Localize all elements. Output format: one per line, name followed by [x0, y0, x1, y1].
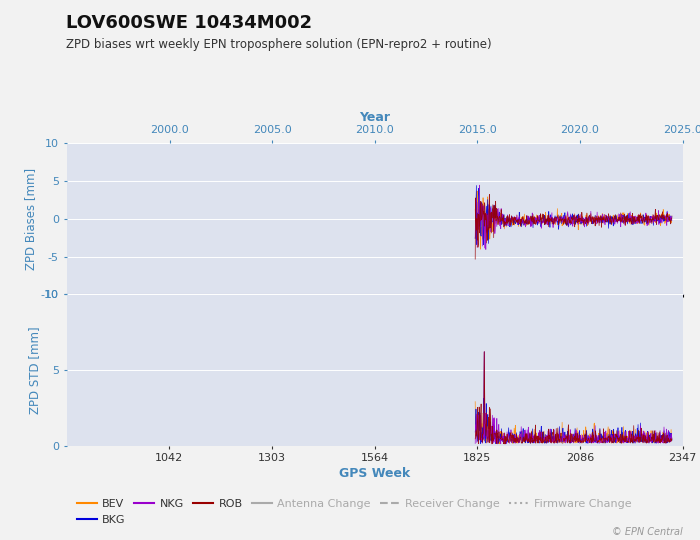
X-axis label: Year: Year — [359, 111, 390, 124]
X-axis label: GPS Week: GPS Week — [339, 467, 410, 480]
Text: ZPD biases wrt weekly EPN troposphere solution (EPN-repro2 + routine): ZPD biases wrt weekly EPN troposphere so… — [66, 38, 492, 51]
Y-axis label: ZPD STD [mm]: ZPD STD [mm] — [28, 326, 41, 414]
Text: © EPN Central: © EPN Central — [612, 527, 682, 537]
Legend: BEV, BKG, NKG, ROB, Antenna Change, Receiver Change, Firmware Change: BEV, BKG, NKG, ROB, Antenna Change, Rece… — [72, 495, 636, 529]
Y-axis label: ZPD Biases [mm]: ZPD Biases [mm] — [24, 167, 36, 270]
Text: LOV600SWE 10434M002: LOV600SWE 10434M002 — [66, 14, 313, 31]
